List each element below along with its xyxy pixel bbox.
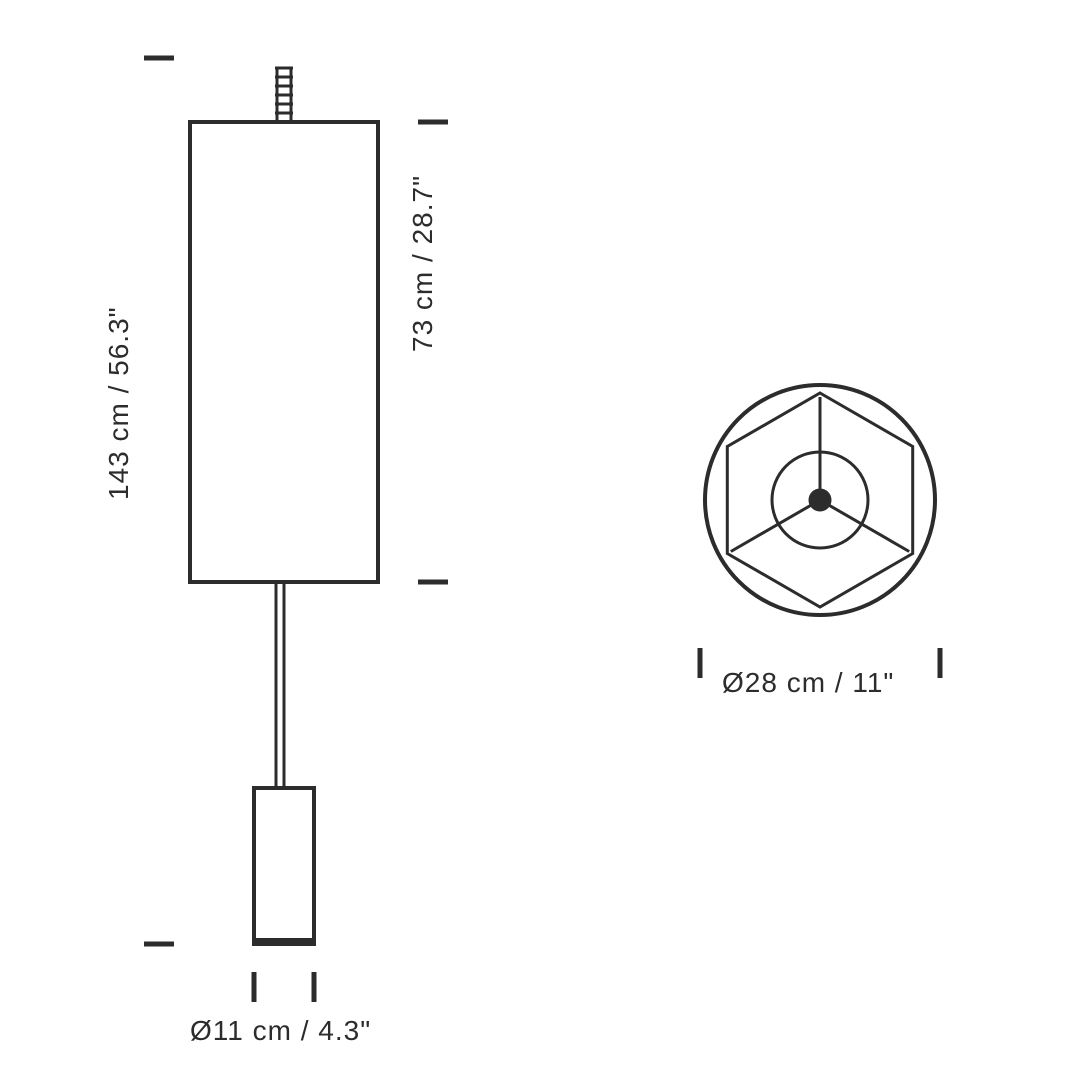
svg-text:73 cm / 28.7": 73 cm / 28.7" [407,175,438,352]
svg-text:Ø28 cm / 11": Ø28 cm / 11" [722,667,894,698]
svg-text:143 cm / 56.3": 143 cm / 56.3" [103,306,134,500]
svg-text:Ø11 cm / 4.3": Ø11 cm / 4.3" [190,1015,371,1046]
